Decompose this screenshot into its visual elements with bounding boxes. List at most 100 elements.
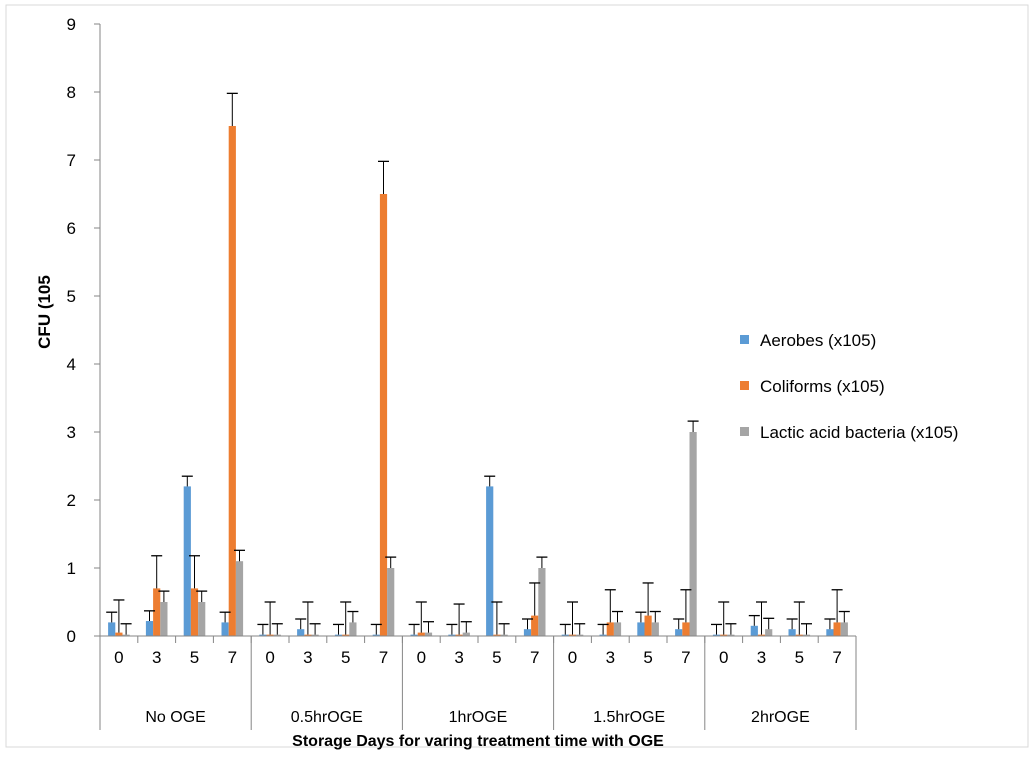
day-tick-label: 7 (228, 648, 237, 667)
y-tick-label: 6 (67, 219, 76, 238)
bar (727, 634, 735, 636)
bar (372, 634, 380, 636)
bar (538, 568, 546, 636)
bar (455, 634, 463, 636)
bars (108, 126, 848, 636)
y-tick-label: 8 (67, 83, 76, 102)
bar (576, 634, 584, 636)
bar (599, 634, 607, 636)
day-tick-label: 3 (303, 648, 312, 667)
bar (613, 622, 622, 636)
bar (183, 486, 191, 636)
bar (334, 634, 343, 636)
bar (826, 629, 834, 636)
bar (462, 632, 470, 636)
group-label: No OGE (145, 709, 205, 726)
legend-swatch (740, 427, 749, 436)
bar (259, 634, 267, 636)
y-tick-label: 9 (67, 15, 76, 34)
bar (448, 634, 456, 636)
bar (757, 634, 766, 636)
bar (190, 588, 199, 636)
day-tick-label: 5 (341, 648, 350, 667)
group-label: 2hrOGE (751, 709, 810, 726)
bar (486, 486, 494, 636)
bar (833, 622, 841, 636)
bar (410, 634, 418, 636)
bar (493, 634, 501, 636)
group-label: 1.5hrOGE (593, 709, 665, 726)
bar (160, 602, 168, 636)
legend-label: Aerobes (x105) (760, 331, 876, 350)
bar (273, 634, 281, 636)
y-tick-label: 1 (67, 559, 76, 578)
bar (145, 621, 154, 636)
bar (795, 634, 803, 636)
bar (235, 561, 244, 636)
x-axis: 0 3 5 7 No OGE 0 3 5 7 0.5hrOGE 0 3 5 7 1hrOGE 0 3 5 7 1.5h… (99, 635, 857, 730)
bar (228, 126, 236, 636)
bar (115, 632, 123, 636)
bar (424, 632, 433, 636)
bar (651, 622, 659, 636)
bar (500, 634, 508, 636)
bar (637, 622, 645, 636)
legend-label: Lactic acid bacteria (x105) (760, 423, 958, 442)
y-tick-label: 0 (67, 627, 76, 646)
bar (387, 568, 395, 636)
bar (561, 634, 569, 636)
legend: Aerobes (x105) Coliforms (x105) Lactic aci… (740, 331, 958, 442)
bar (349, 622, 357, 636)
day-tick-label: 0 (719, 648, 728, 667)
day-tick-label: 3 (606, 648, 615, 667)
bar (568, 634, 577, 636)
bar (802, 634, 811, 636)
y-axis: 0 1 2 3 4 5 6 7 8 9 (67, 15, 101, 646)
bar (122, 634, 130, 636)
bar (342, 634, 350, 636)
y-tick-label: 2 (67, 491, 76, 510)
bar (606, 622, 614, 636)
bar (523, 629, 532, 636)
bar (720, 634, 728, 636)
bar (531, 615, 539, 636)
legend-swatch (740, 381, 749, 390)
day-tick-label: 0 (265, 648, 274, 667)
day-tick-label: 5 (492, 648, 501, 667)
day-tick-label: 5 (190, 648, 199, 667)
bar (689, 432, 697, 636)
bar (750, 625, 758, 636)
day-tick-label: 7 (681, 648, 690, 667)
bar (221, 622, 229, 636)
group-label: 0.5hrOGE (291, 709, 363, 726)
bar (311, 634, 319, 636)
day-tick-label: 0 (417, 648, 426, 667)
x-axis-title: Storage Days for varing treatment time w… (292, 733, 664, 750)
bar (304, 634, 312, 636)
bar (297, 629, 305, 636)
y-tick-label: 4 (67, 355, 76, 374)
group-label: 1hrOGE (449, 709, 508, 726)
bar (379, 194, 388, 636)
day-tick-label: 0 (114, 648, 123, 667)
legend-swatch (740, 335, 749, 344)
bar (840, 622, 848, 636)
day-tick-label: 3 (757, 648, 766, 667)
day-tick-label: 3 (152, 648, 161, 667)
day-tick-label: 0 (568, 648, 577, 667)
bar (765, 629, 773, 636)
y-tick-label: 7 (67, 151, 76, 170)
bar (712, 634, 721, 636)
day-tick-label: 3 (454, 648, 463, 667)
legend-label: Coliforms (x105) (760, 377, 885, 396)
bar (417, 632, 425, 636)
bar (266, 634, 274, 636)
chart-frame (5, 4, 1029, 748)
bar (788, 629, 796, 636)
error-bars (106, 92, 850, 635)
day-tick-label: 7 (379, 648, 388, 667)
y-tick-label: 3 (67, 423, 76, 442)
day-tick-label: 7 (832, 648, 841, 667)
